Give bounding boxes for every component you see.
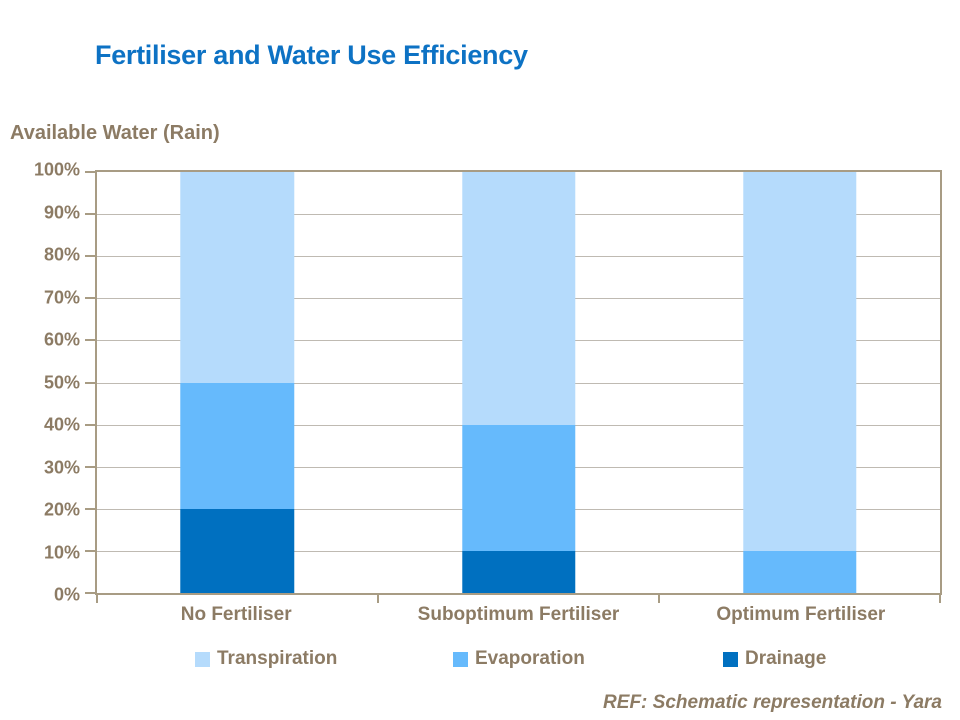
y-tick-mark xyxy=(85,381,95,384)
bar-suboptimum-fertiliser xyxy=(461,172,576,593)
y-tick-mark xyxy=(85,171,95,173)
y-tick-mark xyxy=(85,255,95,258)
y-tick-label: 40% xyxy=(43,414,80,435)
y-tick-label: 50% xyxy=(43,372,80,392)
bar-segment-transpiration xyxy=(180,172,295,383)
x-tick-mark xyxy=(939,595,941,603)
bar-segment-transpiration xyxy=(461,172,576,425)
x-axis-label-optimum-fertiliser: Optimum Fertiliser xyxy=(716,604,886,625)
bar-segment-evaporation xyxy=(742,550,857,593)
y-axis-tick-labels: 100% 90% 80% 70% 60% 50% 40% 30% 20% 10% 0% xyxy=(0,160,80,605)
legend-swatch-drainage xyxy=(723,651,738,667)
y-tick-mark xyxy=(85,423,95,426)
bar-no-fertiliser xyxy=(180,172,295,593)
y-tick-label: 80% xyxy=(43,244,80,265)
legend: Transpiration Evaporation Drainage xyxy=(95,648,942,674)
legend-swatch-transpiration xyxy=(195,651,210,667)
y-tick-mark xyxy=(85,339,95,342)
bar-segment-drainage xyxy=(461,550,576,593)
legend-label-drainage: Drainage xyxy=(745,648,827,669)
y-tick-mark xyxy=(85,592,95,594)
legend-swatch-evaporation xyxy=(453,651,468,667)
x-tick-mark xyxy=(96,595,98,603)
y-tick-label: 30% xyxy=(43,457,80,477)
legend-label-evaporation: Evaporation xyxy=(475,648,585,669)
legend-label-transpiration: Transpiration xyxy=(217,648,338,669)
bar-segment-evaporation xyxy=(461,424,576,551)
bar-segment-drainage xyxy=(180,508,295,593)
y-tick-label: 20% xyxy=(43,499,80,520)
bar-optimum-fertiliser xyxy=(742,172,857,593)
legend-item-evaporation: Evaporation xyxy=(453,648,585,670)
plot-area xyxy=(85,170,942,603)
y-tick-mark xyxy=(85,549,95,552)
y-tick-label: 0% xyxy=(53,584,80,605)
y-tick-mark xyxy=(85,465,95,468)
legend-item-transpiration: Transpiration xyxy=(195,648,337,670)
reference-note: REF: Schematic representation - Yara xyxy=(603,692,942,713)
legend-item-drainage: Drainage xyxy=(723,648,826,670)
y-tick-label: 60% xyxy=(43,329,80,350)
x-axis-label-no-fertiliser: No Fertiliser xyxy=(180,604,292,625)
y-axis-title: Available Water (Rain) xyxy=(10,122,220,144)
y-tick-label: 70% xyxy=(43,287,80,307)
x-tick-mark xyxy=(657,595,660,603)
y-tick-label: 100% xyxy=(33,159,80,180)
x-tick-mark xyxy=(376,595,379,603)
chart-title: Fertiliser and Water Use Efficiency xyxy=(95,40,528,70)
y-tick-mark xyxy=(85,213,95,216)
x-axis-label-suboptimum-fertiliser: Suboptimum Fertiliser xyxy=(417,604,620,625)
y-tick-label: 10% xyxy=(43,542,80,562)
bar-segment-transpiration xyxy=(742,172,857,551)
y-tick-mark xyxy=(85,507,95,510)
x-axis-labels: No Fertiliser Suboptimum Fertiliser Optimu… xyxy=(95,604,942,626)
y-tick-label: 90% xyxy=(43,202,80,222)
bar-segment-evaporation xyxy=(180,382,295,509)
y-tick-mark xyxy=(85,297,95,300)
